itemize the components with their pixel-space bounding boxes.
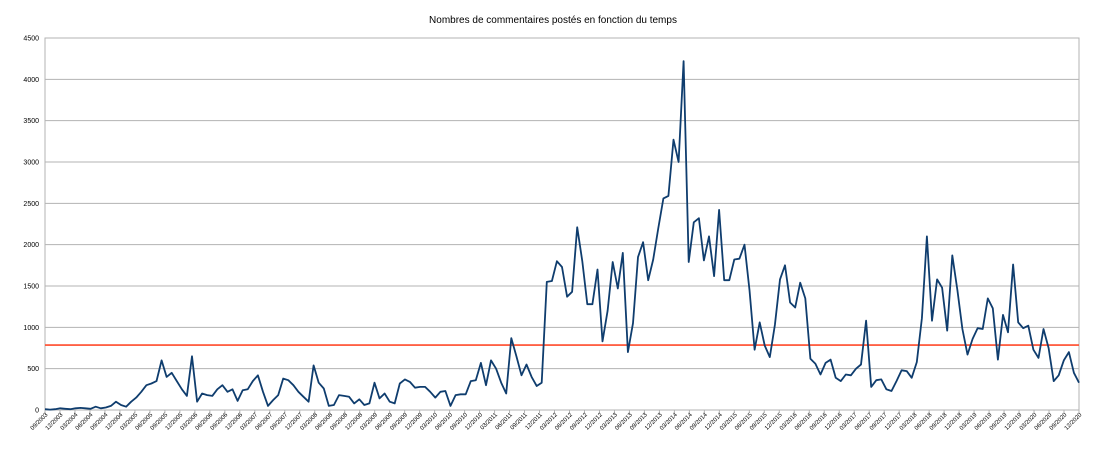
y-tick-label: 1500 [23,284,39,291]
y-tick-label: 4500 [23,36,39,43]
y-tick-label: 2500 [23,201,39,208]
y-tick-label: 4000 [23,77,39,84]
chart-title: Nombres de commentaires postés en foncti… [429,15,677,26]
y-tick-label: 3500 [23,118,39,125]
y-axis: 0 500 1000 1500 2000 2500 3000 3500 4000 4500 [23,36,39,415]
y-tick-label: 0 [35,408,39,415]
gridlines [44,37,1080,411]
plot-area [44,60,1080,411]
y-tick-label: 500 [27,366,39,373]
plot-frame [44,37,1080,411]
y-tick-label: 3000 [23,160,39,167]
y-tick-label: 1000 [23,325,39,332]
y-tick-label: 2000 [23,242,39,249]
series-line-comments [44,60,1080,411]
